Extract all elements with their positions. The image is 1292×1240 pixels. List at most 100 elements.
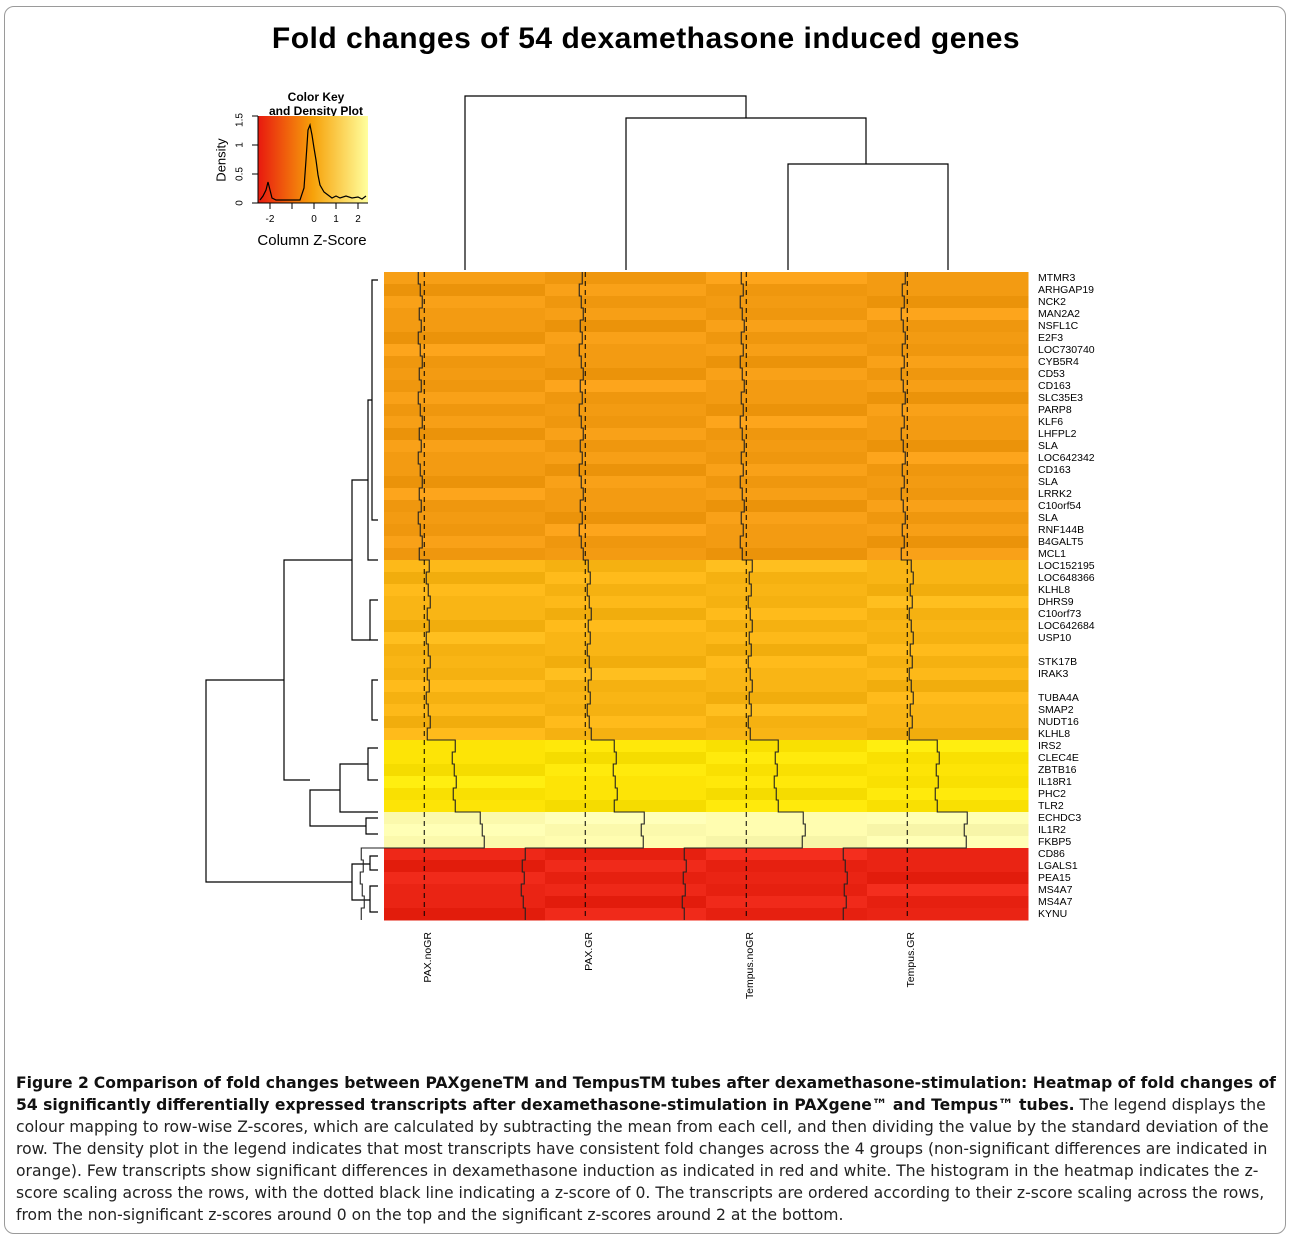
figure-title: Fold changes of 54 dexamethasone induced… [271, 22, 1021, 55]
caption-label: Figure 2 [16, 1074, 89, 1092]
heatmap-cell [867, 668, 1029, 681]
legend-y-tick-0: 0 [235, 200, 246, 206]
heatmap-cell [706, 680, 868, 693]
column-label: PAX.noGR [422, 932, 434, 983]
heatmap-cell [545, 716, 707, 729]
heatmap-cell [867, 860, 1029, 873]
heatmap-cell [545, 860, 707, 873]
heatmap-cell [545, 440, 707, 453]
legend-y-tick-1: 1 [235, 142, 246, 148]
row-label: PEA15 [1038, 872, 1071, 884]
heatmap-cell [867, 440, 1029, 453]
heatmap-cell [867, 476, 1029, 489]
row-label: LOC152195 [1038, 560, 1095, 572]
heatmap-cell [706, 500, 868, 513]
heatmap-cell [867, 728, 1029, 741]
heatmap-cell [706, 344, 868, 357]
heatmap-cell [706, 632, 868, 645]
heatmap-cell [706, 860, 868, 873]
heatmap-cell [545, 524, 707, 537]
row-label: IRS2 [1038, 740, 1062, 752]
heatmap-cell [545, 308, 707, 321]
heatmap-cell [706, 512, 868, 525]
heatmap-cell [545, 728, 707, 741]
row-label: CD163 [1038, 464, 1071, 476]
row-label: ARHGAP19 [1038, 284, 1094, 296]
heatmap-cell [384, 656, 546, 669]
heatmap-cell [545, 296, 707, 309]
heatmap-cell [867, 704, 1029, 717]
heatmap-cell [867, 404, 1029, 417]
heatmap-cell [867, 416, 1029, 429]
row-label: SLA [1038, 440, 1058, 452]
heatmap-cell [384, 584, 546, 597]
heatmap-cell [384, 380, 546, 393]
legend-x-tick-1: 1 [333, 214, 339, 225]
heatmap-cell [545, 512, 707, 525]
heatmap-cell [384, 812, 546, 825]
heatmap-cell [545, 656, 707, 669]
heatmap-cell [545, 680, 707, 693]
heatmap-cell [384, 320, 546, 333]
heatmap-cell [706, 776, 868, 789]
heatmap-cell [384, 620, 546, 633]
heatmap-cell [706, 380, 868, 393]
heatmap-cell [706, 584, 868, 597]
heatmap-cell [384, 440, 546, 453]
row-label: IL18R1 [1038, 776, 1072, 788]
heatmap-cell [706, 728, 868, 741]
heatmap-cell [706, 872, 868, 885]
heatmap-cell [867, 524, 1029, 537]
heatmap-cell [867, 332, 1029, 345]
row-label: C10orf73 [1038, 608, 1081, 620]
heatmap-cell [545, 788, 707, 801]
heatmap-cell [384, 644, 546, 657]
heatmap-cell [384, 608, 546, 621]
heatmap-cell [867, 740, 1029, 753]
heatmap-cell [867, 680, 1029, 693]
row-label: DHRS9 [1038, 596, 1074, 608]
row-label: IL1R2 [1038, 824, 1066, 836]
heatmap-cell [545, 776, 707, 789]
heatmap-cell [384, 536, 546, 549]
column-label: Tempus.GR [905, 932, 917, 988]
heatmap-cell [867, 776, 1029, 789]
heatmap-cell [545, 380, 707, 393]
heatmap-cell [384, 428, 546, 441]
heatmap-cell [706, 716, 868, 729]
heatmap-cell [384, 488, 546, 501]
heatmap-cell [867, 644, 1029, 657]
heatmap-cell [867, 800, 1029, 813]
heatmap-cell [867, 500, 1029, 513]
heatmap-cell [867, 620, 1029, 633]
heatmap-cell [706, 536, 868, 549]
heatmap-cell [384, 788, 546, 801]
heatmap-cell [545, 704, 707, 717]
zero-lines [423, 272, 908, 920]
heatmap-cell [545, 644, 707, 657]
heatmap-cell [706, 668, 868, 681]
row-labels: MTMR3ARHGAP19NCK2MAN2A2NSFL1CE2F3LOC7307… [1038, 272, 1095, 920]
heatmap-cell [384, 860, 546, 873]
heatmap-cell [545, 608, 707, 621]
row-label: SLC35E3 [1038, 392, 1083, 404]
zscore-trace [520, 272, 645, 920]
heatmap-cell [706, 452, 868, 465]
heatmap-cell [384, 836, 546, 849]
heatmap-cell [867, 716, 1029, 729]
heatmap-cell [706, 464, 868, 477]
zscore-trace [359, 272, 485, 920]
heatmap-cell [867, 380, 1029, 393]
heatmap-cell [706, 692, 868, 705]
heatmap-cell [867, 464, 1029, 477]
row-label: CD53 [1038, 368, 1065, 380]
heatmap-cell [867, 296, 1029, 309]
row-label: LOC642342 [1038, 452, 1095, 464]
color-key-legend: Color Key and Density Plot 0 0.5 1 1.5 D… [213, 90, 368, 249]
heatmap-cell [545, 620, 707, 633]
row-label: TUBA4A [1038, 692, 1079, 704]
row-label: E2F3 [1038, 332, 1063, 344]
row-label: NSFL1C [1038, 320, 1079, 332]
heatmap-cell [867, 608, 1029, 621]
heatmap-cell [545, 452, 707, 465]
